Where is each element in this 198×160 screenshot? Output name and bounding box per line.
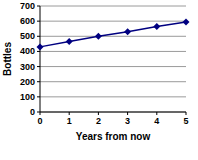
grid-line <box>40 66 186 67</box>
x-tick-label: 3 <box>125 116 130 126</box>
x-tick-label: 1 <box>67 116 72 126</box>
y-tick-label: 100 <box>20 92 35 102</box>
marker <box>183 18 190 25</box>
y-tick-label: 700 <box>20 1 35 11</box>
y-tick-label: 0 <box>30 107 35 117</box>
x-axis-label: Years from now <box>76 131 151 142</box>
y-tick-label: 200 <box>20 77 35 87</box>
y-tick-label: 500 <box>20 31 35 41</box>
marker <box>95 33 102 40</box>
grid-line <box>40 36 186 37</box>
y-axis <box>40 6 41 112</box>
series <box>37 18 190 50</box>
y-axis-label: Bottles <box>2 42 13 76</box>
grid-line <box>40 112 186 113</box>
chart: 0 100 200 300 400 500 600 700 0 1 2 3 4 5 Years from n… <box>0 0 198 160</box>
grid-line <box>40 96 186 97</box>
y-tick-label: 300 <box>20 62 35 72</box>
line <box>40 22 186 47</box>
x-axis <box>40 112 186 113</box>
y-tick-label: 400 <box>20 46 35 56</box>
marker <box>66 38 73 45</box>
grid-line <box>40 51 186 52</box>
grid-line <box>40 81 186 82</box>
marker <box>37 43 44 50</box>
x-tick-label: 2 <box>96 116 101 126</box>
grid-line <box>40 21 186 22</box>
grid-line <box>40 6 186 7</box>
x-tick-label: 4 <box>154 116 159 126</box>
y-tick-label: 600 <box>20 16 35 26</box>
x-tick-label: 5 <box>183 116 188 126</box>
marker <box>124 28 131 35</box>
marker <box>153 23 160 30</box>
x-tick-label: 0 <box>37 116 42 126</box>
